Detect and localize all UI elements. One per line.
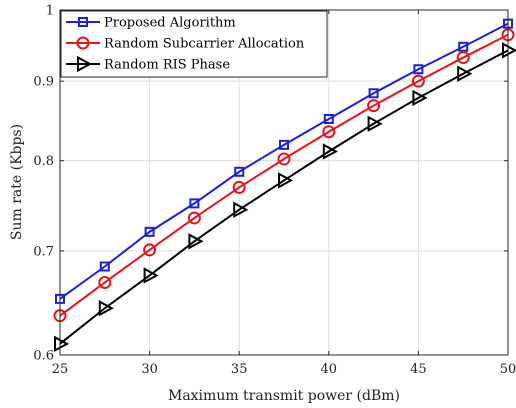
legend-entry: Proposed Algorithm: [66, 16, 236, 31]
x-tick-label: 45: [410, 362, 427, 377]
data-point: [233, 201, 249, 218]
data-point: [367, 99, 381, 113]
data-point: [278, 172, 294, 189]
data-point: [232, 180, 246, 194]
y-tick-label: 0.6: [33, 349, 54, 364]
data-point: [144, 226, 155, 237]
series-2: [54, 42, 516, 353]
data-point: [54, 335, 70, 353]
x-tick-label: 40: [321, 362, 338, 377]
legend-box: [60, 10, 328, 78]
data-point: [367, 115, 383, 132]
data-point: [143, 243, 157, 257]
data-point: [322, 143, 338, 160]
y-tick-label: 0.7: [33, 244, 54, 259]
series-layer: [53, 18, 516, 353]
data-point: [323, 113, 334, 124]
data-point: [98, 275, 112, 289]
x-tick-label: 25: [52, 362, 69, 377]
y-axis-title: Sum rate (Kbps): [9, 124, 25, 240]
data-point: [143, 267, 159, 284]
data-point: [188, 233, 204, 250]
legend-label: Proposed Algorithm: [104, 16, 236, 31]
x-tick-labels: 25 30 35 40 45 50: [52, 362, 516, 377]
y-tick-label: 0.8: [33, 154, 54, 169]
series-line: [59, 22, 509, 300]
data-point: [98, 300, 114, 317]
data-point: [412, 89, 428, 107]
y-tick-label: 0.9: [33, 75, 54, 90]
data-point: [368, 88, 379, 99]
series-0: [55, 18, 513, 304]
legend-entry: Random RIS Phase: [66, 55, 230, 73]
plot-frame: [59, 9, 509, 356]
x-tick-label: 35: [231, 362, 248, 377]
data-point: [458, 41, 469, 52]
legend-label: Random Subcarrier Allocation: [104, 37, 305, 52]
x-tick-label: 30: [141, 362, 158, 377]
legend-label: Random RIS Phase: [104, 58, 230, 73]
x-tick-label: 50: [500, 362, 516, 377]
data-point: [457, 65, 473, 82]
y-tick-labels: 0.6 0.7 0.8 0.9 1: [33, 4, 54, 364]
x-axis-title: Maximum transmit power (dBm): [168, 388, 400, 404]
data-point: [234, 166, 245, 177]
data-point: [277, 152, 291, 166]
data-point: [187, 211, 201, 225]
series-line: [59, 49, 509, 345]
legend-marker: [78, 17, 88, 27]
data-point: [502, 42, 516, 59]
data-point: [99, 261, 110, 272]
data-point: [456, 51, 470, 65]
legend-marker: [77, 55, 93, 73]
legend: Proposed Algorithm Random Subcarrier Allo…: [60, 10, 328, 78]
series-line: [59, 33, 509, 317]
data-point: [322, 125, 336, 139]
data-point: [279, 139, 289, 150]
data-point: [189, 198, 200, 209]
data-point: [413, 64, 424, 75]
legend-marker: [76, 36, 90, 50]
y-tick-label: 1: [46, 4, 54, 19]
data-point: [411, 74, 425, 88]
legend-entry: Random Subcarrier Allocation: [66, 36, 305, 52]
